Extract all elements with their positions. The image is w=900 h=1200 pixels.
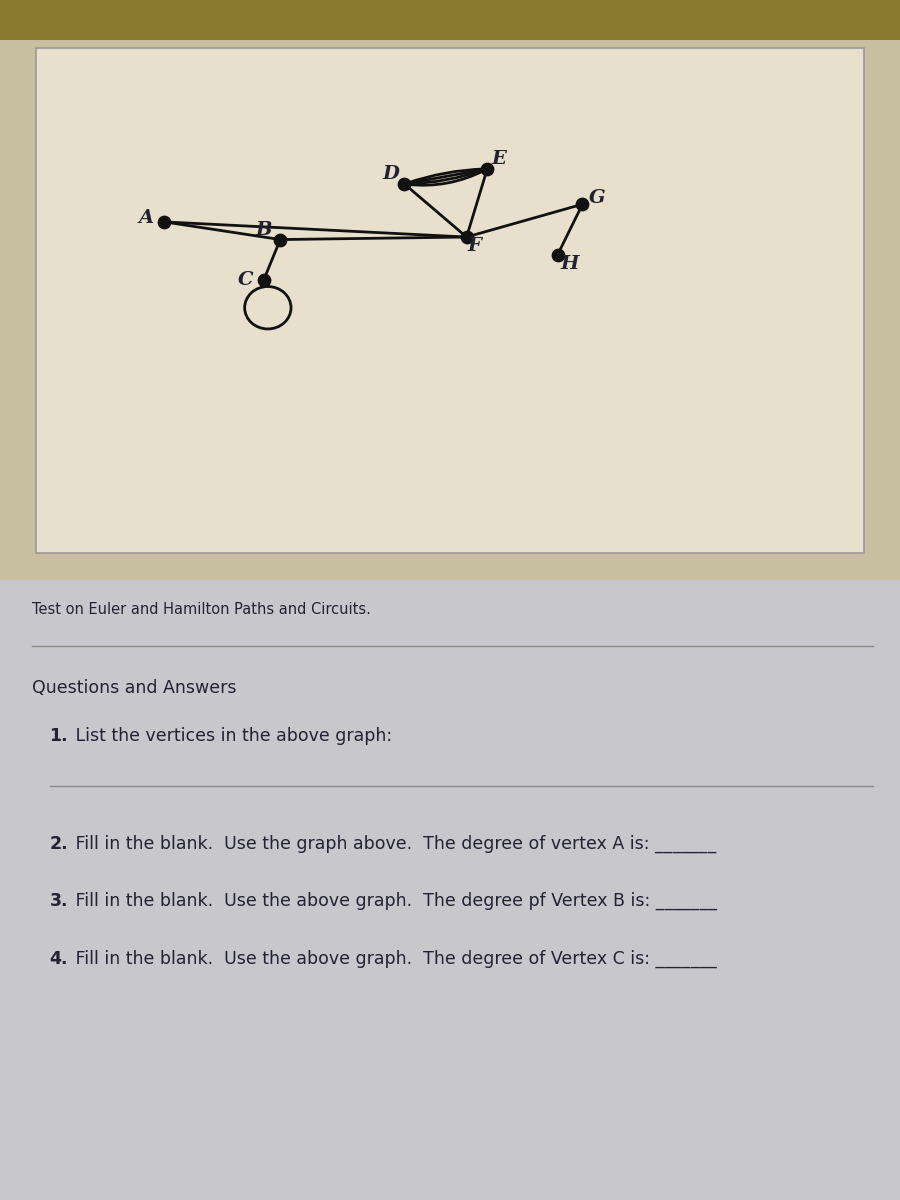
Point xyxy=(575,194,590,214)
FancyBboxPatch shape xyxy=(36,48,864,553)
Text: 4.: 4. xyxy=(50,950,68,967)
Text: Test on Euler and Hamilton Paths and Circuits.: Test on Euler and Hamilton Paths and Cir… xyxy=(32,602,371,617)
FancyArrowPatch shape xyxy=(407,170,485,185)
Text: F: F xyxy=(468,238,482,256)
Point xyxy=(158,212,172,232)
Bar xyxy=(0,40,900,580)
FancyArrowPatch shape xyxy=(407,169,484,184)
Text: C: C xyxy=(238,271,253,289)
Text: Questions and Answers: Questions and Answers xyxy=(32,679,236,696)
Point xyxy=(459,228,473,247)
Text: 1.: 1. xyxy=(50,727,68,744)
Point xyxy=(480,160,494,179)
Point xyxy=(273,230,287,250)
Text: E: E xyxy=(491,150,507,168)
Text: A: A xyxy=(139,209,154,227)
Text: B: B xyxy=(256,222,272,240)
Bar xyxy=(0,580,900,1200)
Text: 2.: 2. xyxy=(50,835,68,852)
Bar xyxy=(0,0,900,40)
Point xyxy=(551,245,565,264)
FancyArrowPatch shape xyxy=(407,169,484,184)
Text: G: G xyxy=(590,190,606,208)
Text: 3.: 3. xyxy=(50,893,68,911)
Text: D: D xyxy=(382,164,400,182)
Point xyxy=(256,270,271,289)
Text: Fill in the blank.  Use the graph above.  The degree of vertex A is: _______: Fill in the blank. Use the graph above. … xyxy=(70,834,716,853)
Text: Fill in the blank.  Use the above graph.  The degree of Vertex C is: _______: Fill in the blank. Use the above graph. … xyxy=(70,949,717,968)
Text: H: H xyxy=(560,254,579,272)
Point xyxy=(397,174,411,193)
Text: Fill in the blank.  Use the above graph.  The degree pf Vertex B is: _______: Fill in the blank. Use the above graph. … xyxy=(70,892,717,911)
Text: List the vertices in the above graph:: List the vertices in the above graph: xyxy=(70,727,392,744)
FancyArrowPatch shape xyxy=(407,169,484,184)
